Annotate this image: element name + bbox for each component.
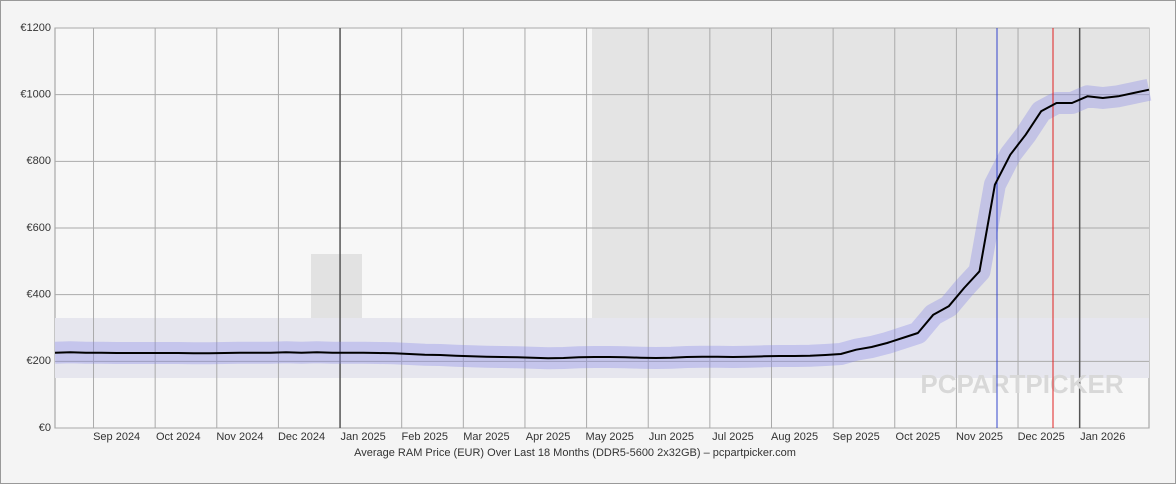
x-tick-label: Oct 2024 [156, 431, 201, 443]
x-tick-label: Aug 2025 [771, 431, 818, 443]
x-tick-label: Sep 2025 [833, 431, 880, 443]
shaded-region [592, 28, 1149, 362]
y-tick-label: €200 [27, 355, 51, 367]
x-tick-label: Oct 2025 [896, 431, 941, 443]
range-band [55, 318, 1149, 378]
x-tick-label: Jun 2025 [649, 431, 694, 443]
y-tick-label: €600 [27, 222, 51, 234]
x-tick-label: Dec 2024 [278, 431, 325, 443]
marks [54, 88, 1150, 360]
x-tick-label: Mar 2025 [463, 431, 509, 443]
y-tick-label: €400 [27, 289, 51, 301]
chart-title: Average RAM Price (EUR) Over Last 18 Mon… [354, 447, 796, 459]
x-tick-label: Jan 2026 [1080, 431, 1125, 443]
x-tick-label: Dec 2025 [1018, 431, 1065, 443]
x-tick-label: Feb 2025 [402, 431, 448, 443]
y-tick-label: €1200 [20, 22, 51, 34]
y-tick-label: €800 [27, 155, 51, 167]
watermark: PCPARTPICKER [920, 369, 1123, 399]
x-tick-label: May 2025 [586, 431, 634, 443]
y-tick-label: €1000 [20, 89, 51, 101]
y-tick-label: €0 [39, 422, 51, 434]
x-tick-label: Nov 2025 [956, 431, 1003, 443]
grid [55, 27, 1149, 429]
x-tick-label: Jan 2025 [341, 431, 386, 443]
x-tick-label: Nov 2024 [216, 431, 263, 443]
x-tick-label: Sep 2024 [93, 431, 140, 443]
x-tick-label: Jul 2025 [712, 431, 754, 443]
price-line [54, 88, 1150, 360]
x-tick-label: Apr 2025 [526, 431, 571, 443]
